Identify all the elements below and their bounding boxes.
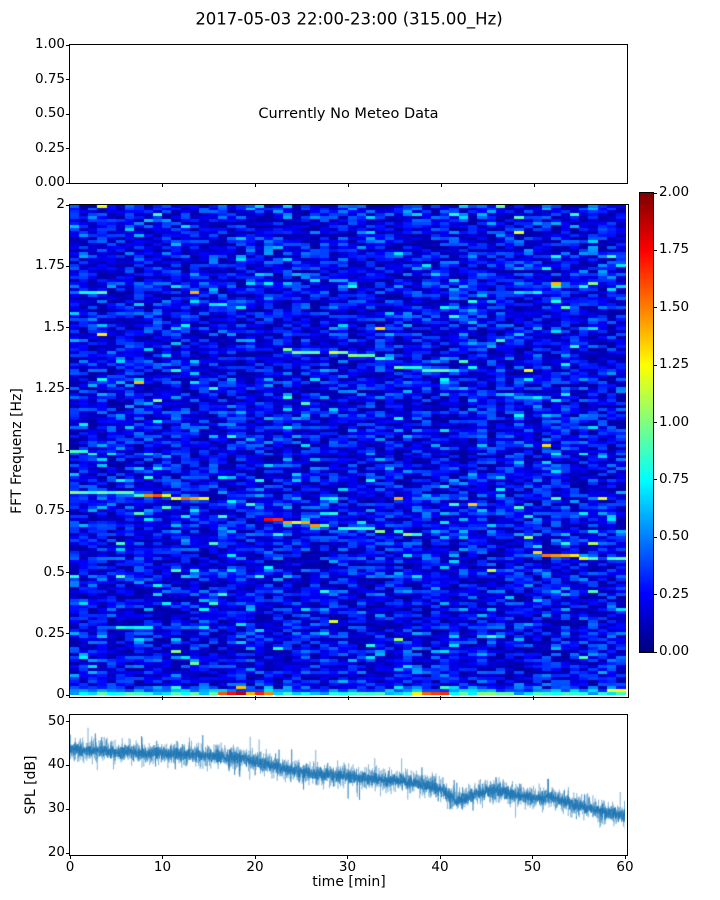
y-tick-label: 0.75 <box>34 70 65 87</box>
y-tick-mark <box>66 694 70 696</box>
y-tick-label: 1.00 <box>34 36 65 52</box>
y-tick-label: 0.5 <box>43 563 65 580</box>
x-tick-label: 60 <box>616 859 634 875</box>
y-tick-mark <box>66 510 70 512</box>
x-tick-mark <box>532 855 533 859</box>
colorbar-tick-label: 0.00 <box>659 643 690 659</box>
y-tick-mark <box>66 633 70 635</box>
y-tick-label: 50 <box>47 712 65 729</box>
colorbar-tick-label: 1.25 <box>659 356 690 373</box>
x-tick-label: 50 <box>523 859 542 875</box>
y-tick-mark <box>66 79 70 80</box>
x-tick-label: 0 <box>65 859 75 875</box>
x-tick-mark <box>254 696 256 700</box>
x-tick-label: 10 <box>153 859 172 875</box>
x-tick-mark <box>162 855 163 859</box>
y-tick-label: 0.75 <box>34 502 65 519</box>
colorbar-tick-mark <box>653 594 657 596</box>
y-tick-label: 2 <box>56 196 65 212</box>
x-tick-mark <box>69 855 71 859</box>
colorbar-tick-label: 1.00 <box>659 413 690 430</box>
meteo-panel: Currently No Meteo Data <box>69 44 628 184</box>
y-tick-label: 0 <box>56 686 65 702</box>
spectrogram-canvas <box>70 205 626 695</box>
x-tick-mark <box>440 183 442 187</box>
spectrogram-panel <box>69 204 629 698</box>
x-tick-mark <box>347 855 348 859</box>
y-tick-label: 1.25 <box>34 379 65 396</box>
y-tick-mark <box>66 327 70 328</box>
y-tick-mark <box>66 852 70 854</box>
y-tick-mark <box>66 204 70 206</box>
colorbar-tick-mark <box>653 422 657 423</box>
x-tick-mark <box>255 183 257 187</box>
colorbar-tick-label: 0.75 <box>659 470 690 487</box>
y-tick-mark <box>66 265 70 267</box>
y-tick-mark <box>66 572 70 573</box>
colorbar <box>639 192 654 653</box>
spl-canvas <box>70 715 625 853</box>
x-tick-mark <box>624 855 626 859</box>
colorbar-tick-label: 1.75 <box>659 241 690 258</box>
y-tick-mark <box>66 721 70 723</box>
colorbar-tick-mark <box>653 536 657 538</box>
x-tick-mark <box>348 183 349 187</box>
y-tick-mark <box>66 764 70 766</box>
x-tick-mark <box>440 696 442 700</box>
y-tick-mark <box>66 44 70 46</box>
colorbar-tick-label: 0.50 <box>659 528 690 545</box>
x-tick-label: 30 <box>338 859 357 875</box>
spl-panel <box>69 714 628 856</box>
colorbar-tick-label: 0.25 <box>659 585 690 602</box>
y-tick-mark <box>66 388 70 390</box>
colorbar-canvas <box>640 193 653 652</box>
colorbar-tick-mark <box>653 192 657 194</box>
y-tick-label: 40 <box>47 756 65 773</box>
y-tick-mark <box>66 449 70 451</box>
colorbar-tick-label: 2.00 <box>659 184 690 200</box>
y-tick-mark <box>66 808 70 810</box>
x-tick-mark <box>162 696 164 700</box>
y-tick-label: 0.50 <box>34 105 65 121</box>
y-tick-mark <box>66 182 70 184</box>
colorbar-tick-mark <box>653 651 657 653</box>
y-tick-mark <box>66 113 70 115</box>
x-tick-mark <box>254 855 256 859</box>
y-tick-label: 20 <box>47 844 65 860</box>
x-tick-label: 40 <box>431 859 449 875</box>
x-tick-mark <box>439 855 441 859</box>
y-tick-label: 0.25 <box>34 139 65 156</box>
x-tick-mark <box>532 696 534 700</box>
colorbar-tick-mark <box>653 249 657 251</box>
x-tick-mark <box>162 183 164 187</box>
colorbar-tick-mark <box>653 307 657 309</box>
y-tick-label: 1.5 <box>43 318 65 335</box>
y-tick-label: 0.00 <box>34 174 65 190</box>
x-tick-mark <box>347 696 349 700</box>
meteo-message: Currently No Meteo Data <box>258 106 439 122</box>
x-axis-label: time [min] <box>312 874 386 890</box>
x-tick-mark <box>533 183 535 187</box>
colorbar-tick-label: 1.50 <box>659 298 690 315</box>
colorbar-tick-mark <box>653 364 657 366</box>
x-tick-label: 20 <box>246 859 264 875</box>
y-tick-mark <box>66 148 70 149</box>
y-tick-label: 0.25 <box>34 624 65 641</box>
figure-title: 2017-05-03 22:00-23:00 (315.00_Hz) <box>195 9 503 29</box>
y-tick-label: 1 <box>56 441 65 457</box>
colorbar-tick-mark <box>653 479 657 481</box>
y-tick-label: 1.75 <box>34 257 65 274</box>
y-tick-label: 30 <box>47 800 65 817</box>
